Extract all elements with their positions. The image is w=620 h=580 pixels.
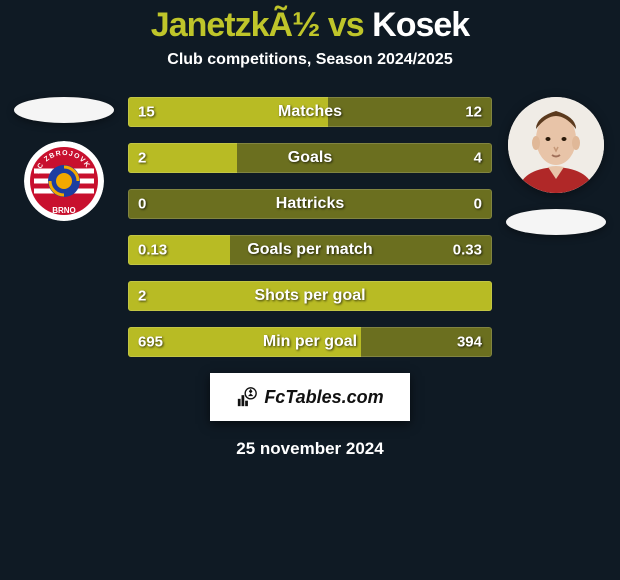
avatar-placeholder-left (14, 97, 114, 123)
soccer-stats-icon (236, 386, 258, 408)
stat-left-value: 15 (138, 104, 155, 121)
stat-left-value: 2 (138, 150, 146, 167)
svg-text:BRNO: BRNO (52, 206, 76, 215)
stat-row: 15 Matches 12 (128, 97, 492, 127)
club-badge-right-placeholder (506, 209, 606, 235)
title-vs: vs (319, 6, 372, 44)
stat-row: 695 Min per goal 394 (128, 327, 492, 357)
footer-date: 25 november 2024 (0, 439, 620, 459)
page-title: JanetzkÃ½ vs Kosek (0, 0, 620, 45)
site-badge[interactable]: FcTables.com (210, 373, 410, 421)
stat-label: Goals (288, 149, 332, 167)
stat-row: 2 Shots per goal (128, 281, 492, 311)
left-side: FC ZBROJOVKA BRNO (0, 97, 120, 221)
site-badge-text: FcTables.com (264, 387, 383, 408)
stat-row: 2 Goals 4 (128, 143, 492, 173)
stat-right-value: 0.33 (453, 242, 482, 259)
right-side (500, 97, 620, 235)
stat-row: 0.13 Goals per match 0.33 (128, 235, 492, 265)
stats-column: 15 Matches 12 2 Goals 4 0 Hattricks 0 0.13 Goals p… (120, 97, 500, 357)
comparison-layout: FC ZBROJOVKA BRNO 15 Matches 12 2 Goals 4 0 Hat… (0, 97, 620, 357)
stat-right-value: 0 (474, 196, 482, 213)
stat-row: 0 Hattricks 0 (128, 189, 492, 219)
stat-right-value: 394 (457, 334, 482, 351)
stat-label: Matches (278, 103, 342, 121)
stat-left-value: 2 (138, 288, 146, 305)
stat-label: Goals per match (247, 241, 372, 259)
stat-left-value: 0.13 (138, 242, 167, 259)
subtitle: Club competitions, Season 2024/2025 (0, 51, 620, 69)
club-badge-left: FC ZBROJOVKA BRNO (24, 141, 104, 221)
avatar-right (508, 97, 604, 193)
stat-label: Shots per goal (254, 287, 365, 305)
stat-right-value: 4 (474, 150, 482, 167)
title-left: JanetzkÃ½ (151, 6, 320, 44)
title-right: Kosek (372, 6, 469, 44)
stat-label: Min per goal (263, 333, 357, 351)
stat-label: Hattricks (276, 195, 344, 213)
stat-left-value: 695 (138, 334, 163, 351)
stat-right-value: 12 (465, 104, 482, 121)
stat-left-value: 0 (138, 196, 146, 213)
